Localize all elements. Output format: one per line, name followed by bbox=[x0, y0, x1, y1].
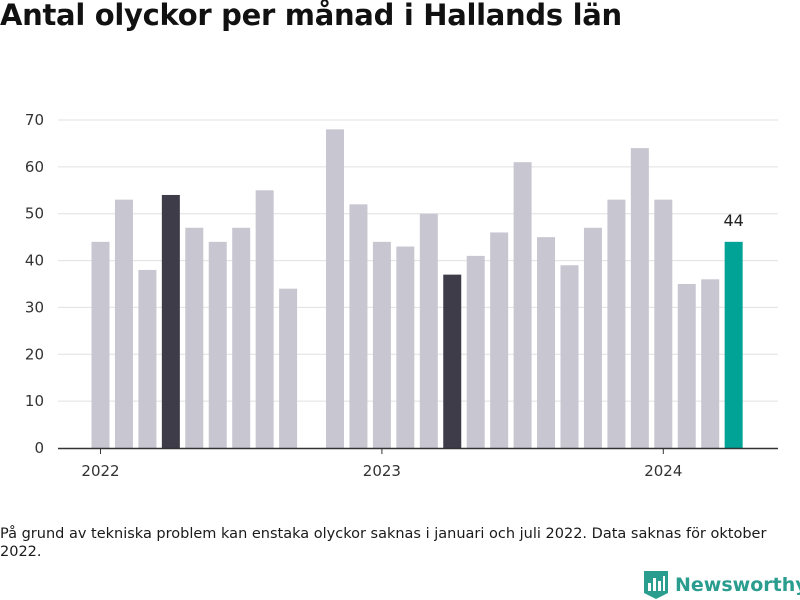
bars bbox=[91, 129, 743, 449]
bar bbox=[138, 269, 157, 448]
y-tick-label: 10 bbox=[25, 392, 44, 410]
bar bbox=[208, 241, 227, 448]
y-tick-label: 50 bbox=[25, 205, 44, 223]
y-tick-label: 30 bbox=[25, 298, 44, 316]
bar bbox=[701, 279, 720, 448]
x-axis-ticks: 2022 2023 2024 bbox=[81, 448, 682, 480]
bar bbox=[466, 255, 485, 448]
bar bbox=[255, 190, 274, 449]
bar bbox=[91, 241, 110, 448]
data-label: 44 bbox=[723, 211, 743, 230]
bar bbox=[326, 129, 344, 448]
bar bbox=[161, 194, 180, 448]
gridlines: 0 10 20 30 40 50 60 70 bbox=[25, 111, 778, 457]
y-tick-label: 70 bbox=[25, 111, 44, 129]
y-tick-label: 60 bbox=[25, 158, 44, 176]
bar bbox=[607, 199, 626, 448]
y-tick-label: 20 bbox=[25, 345, 44, 363]
y-tick-label: 0 bbox=[34, 439, 44, 457]
bar bbox=[114, 199, 133, 448]
bar bbox=[443, 274, 462, 448]
bar bbox=[513, 162, 532, 448]
bar-chart-logo-icon bbox=[644, 571, 668, 599]
bar bbox=[537, 237, 556, 448]
bar bbox=[724, 241, 743, 448]
bar bbox=[232, 227, 251, 448]
x-tick-label: 2024 bbox=[644, 462, 682, 480]
y-tick-label: 40 bbox=[25, 252, 44, 270]
bar bbox=[677, 284, 696, 448]
bar bbox=[419, 213, 438, 448]
brand-name: Newsworthy bbox=[675, 574, 800, 596]
bar bbox=[490, 232, 509, 448]
data-labels: 44 bbox=[723, 211, 743, 230]
bar bbox=[185, 227, 204, 448]
footnote: På grund av tekniska problem kan enstaka… bbox=[0, 526, 767, 560]
x-tick-label: 2022 bbox=[81, 462, 119, 480]
bar bbox=[349, 204, 368, 448]
bar bbox=[396, 246, 415, 448]
bar-chart: 0 10 20 30 40 50 60 70 2022 2023 2024 44 bbox=[25, 111, 778, 480]
bar bbox=[654, 199, 673, 448]
bar bbox=[560, 265, 579, 448]
brand-logo[interactable]: Newsworthy bbox=[644, 570, 800, 600]
bar bbox=[630, 148, 649, 448]
chart-title: Antal olyckor per månad i Hallands län bbox=[0, 0, 622, 32]
bar bbox=[279, 288, 298, 448]
x-tick-label: 2023 bbox=[363, 462, 401, 480]
bar bbox=[372, 241, 391, 448]
bar bbox=[583, 227, 602, 448]
